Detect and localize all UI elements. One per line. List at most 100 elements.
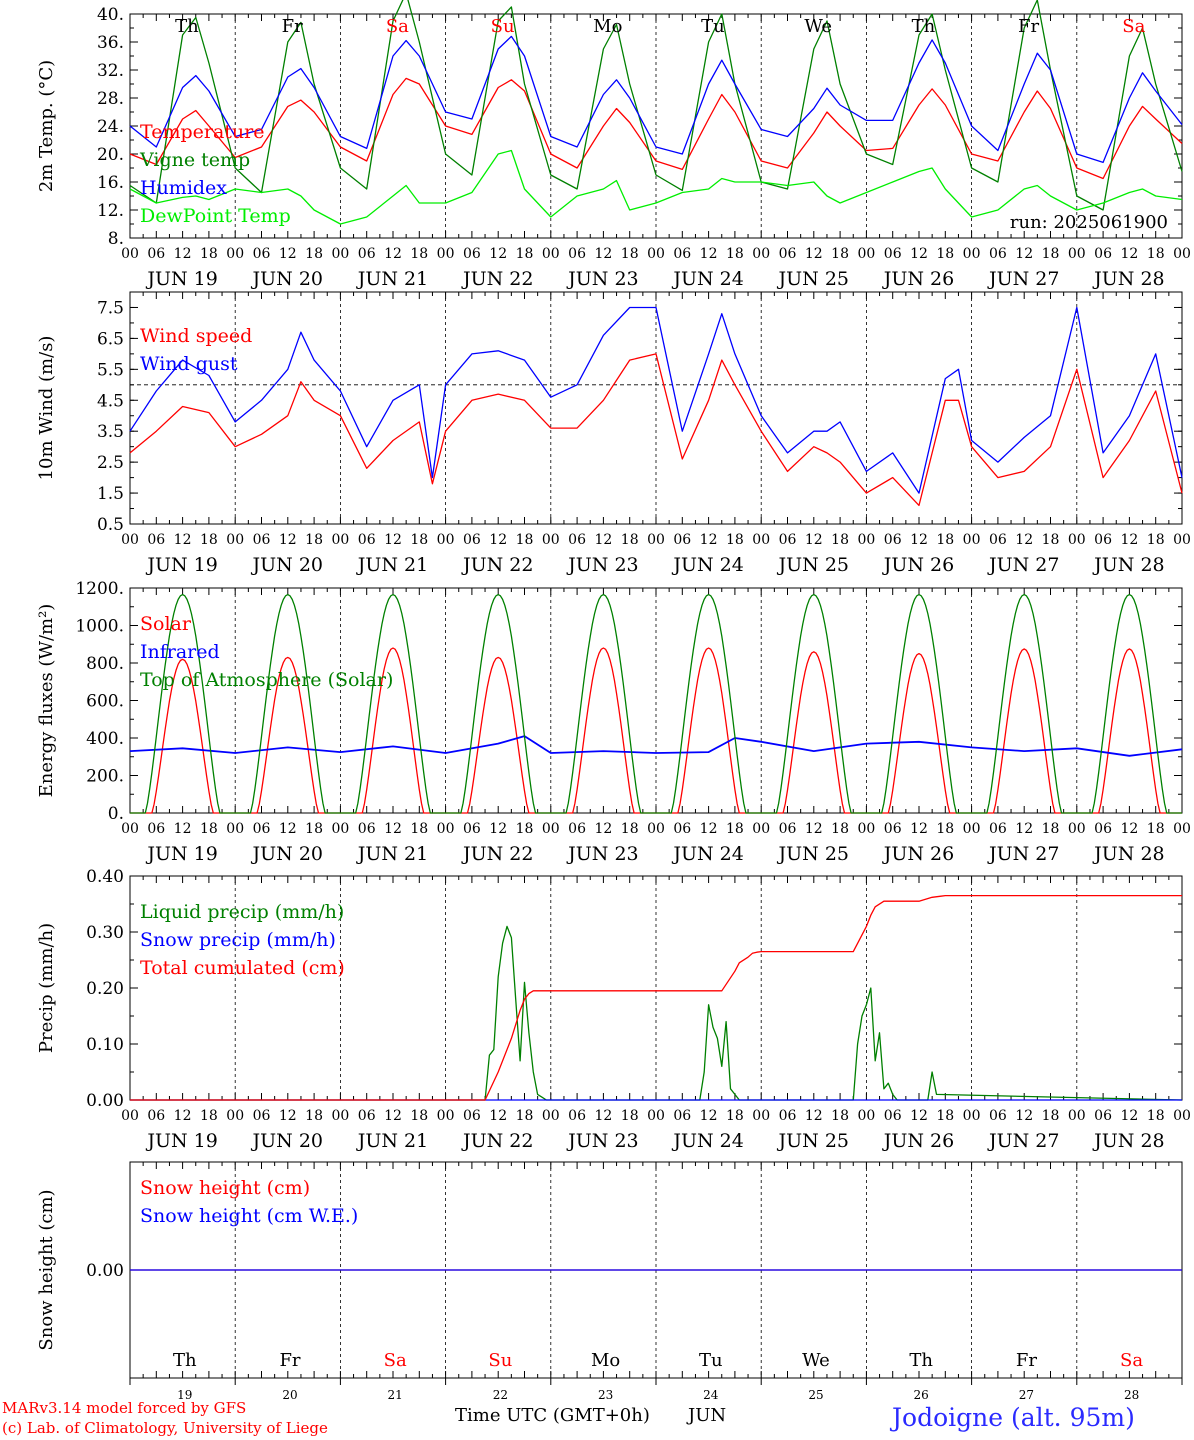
y-tick-label: 200. bbox=[86, 767, 124, 787]
day-number: 24 bbox=[703, 1388, 719, 1402]
hour-label: 06 bbox=[358, 821, 376, 837]
hour-label: 00 bbox=[1173, 532, 1191, 548]
hour-label: 00 bbox=[647, 1108, 665, 1124]
hour-label: 06 bbox=[989, 821, 1007, 837]
y-tick-label: 0.10 bbox=[86, 1035, 124, 1055]
hour-label: 06 bbox=[253, 246, 271, 262]
hour-label: 12 bbox=[700, 821, 718, 837]
weekday-label: Tu bbox=[701, 16, 725, 37]
y-tick-label: 800. bbox=[86, 654, 124, 674]
hour-label: 12 bbox=[279, 246, 297, 262]
day-number: 22 bbox=[493, 1388, 508, 1402]
hour-label: 00 bbox=[437, 246, 455, 262]
weekday-label: Th bbox=[175, 16, 199, 37]
hour-label: 18 bbox=[1042, 246, 1060, 262]
hour-label: 00 bbox=[437, 821, 455, 837]
legend-entry: Total cumulated (cm) bbox=[140, 957, 345, 979]
y-axis-label: Precip (mm/h) bbox=[36, 923, 57, 1053]
legend-entry: Liquid precip (mm/h) bbox=[140, 901, 344, 923]
legend-entry: Snow height (cm) bbox=[140, 1177, 310, 1199]
hour-label: 06 bbox=[673, 246, 691, 262]
weekday-label: We bbox=[802, 1350, 830, 1371]
weekday-label: Su bbox=[491, 16, 515, 37]
date-label: JUN 27 bbox=[987, 554, 1059, 576]
weekday-label: Sa bbox=[384, 1350, 407, 1371]
legend-entry: Solar bbox=[140, 613, 192, 635]
date-label: JUN 23 bbox=[566, 554, 638, 576]
series-line-liquid-precip-mm-h- bbox=[130, 925, 1183, 1101]
hour-label: 18 bbox=[831, 821, 849, 837]
day-number: 27 bbox=[1019, 1388, 1034, 1402]
hour-label: 12 bbox=[805, 821, 823, 837]
y-tick-label: 36. bbox=[97, 33, 124, 53]
hour-label: 18 bbox=[621, 532, 639, 548]
hour-label: 00 bbox=[647, 532, 665, 548]
hour-label: 18 bbox=[305, 246, 323, 262]
hour-label: 18 bbox=[305, 821, 323, 837]
y-tick-label: 0.00 bbox=[86, 1091, 124, 1111]
hour-label: 12 bbox=[700, 1108, 718, 1124]
hour-label: 12 bbox=[910, 532, 928, 548]
hour-label: 06 bbox=[568, 821, 586, 837]
hour-label: 12 bbox=[174, 1108, 192, 1124]
hour-label: 18 bbox=[1147, 821, 1165, 837]
hour-label: 18 bbox=[200, 532, 218, 548]
y-axis-label: 2m Temp. (°C) bbox=[36, 60, 57, 192]
hour-label: 06 bbox=[884, 1108, 902, 1124]
legend-entry: DewPoint Temp bbox=[140, 205, 291, 227]
date-label: JUN 26 bbox=[882, 843, 954, 865]
series-line-top-of-atmosphere-solar- bbox=[130, 593, 1182, 814]
date-label: JUN 28 bbox=[1092, 554, 1164, 576]
y-tick-label: 28. bbox=[97, 89, 124, 109]
date-label: JUN 23 bbox=[566, 1130, 638, 1152]
date-label: JUN 24 bbox=[671, 268, 743, 290]
date-label: JUN 27 bbox=[987, 268, 1059, 290]
weekday-label: Su bbox=[488, 1350, 512, 1371]
hour-label: 12 bbox=[174, 246, 192, 262]
y-axis-label: 10m Wind (m/s) bbox=[36, 336, 57, 481]
date-label: JUN 21 bbox=[356, 554, 428, 576]
hour-label: 06 bbox=[989, 246, 1007, 262]
hour-label: 12 bbox=[1120, 246, 1138, 262]
panel-wind: 0.5 1.5 2.5 3.5 4.5 5.5 6.5 7.5 10m Wind (m/s) Wi… bbox=[36, 291, 1191, 576]
y-tick-label: 20. bbox=[97, 145, 124, 165]
hour-label: 06 bbox=[884, 821, 902, 837]
hour-label: 18 bbox=[831, 1108, 849, 1124]
panel-temperature: 8. 12. 16. 20. 24. 28. 32. 36. 40. 2m Temp. (°C) T… bbox=[36, 0, 1191, 290]
y-tick-label: 0.30 bbox=[86, 923, 124, 943]
day-number: 25 bbox=[808, 1388, 823, 1402]
hour-label: 18 bbox=[1042, 821, 1060, 837]
weekday-label: Mo bbox=[591, 1350, 620, 1371]
weekday-label: Th bbox=[909, 1350, 933, 1371]
hour-label: 12 bbox=[384, 532, 402, 548]
hour-label: 12 bbox=[1120, 532, 1138, 548]
hour-label: 18 bbox=[1147, 532, 1165, 548]
hour-label: 06 bbox=[147, 246, 165, 262]
date-label: JUN 25 bbox=[777, 268, 849, 290]
hour-label: 06 bbox=[989, 532, 1007, 548]
hour-label: 06 bbox=[779, 246, 797, 262]
hour-label: 06 bbox=[884, 532, 902, 548]
date-label: JUN 25 bbox=[777, 554, 849, 576]
y-tick-label: 24. bbox=[97, 117, 124, 137]
date-label: JUN 24 bbox=[671, 1130, 743, 1152]
hour-label: 06 bbox=[358, 532, 376, 548]
date-label: JUN 28 bbox=[1092, 268, 1164, 290]
hour-label: 00 bbox=[331, 532, 349, 548]
hour-label: 12 bbox=[1015, 1108, 1033, 1124]
y-axis-label: Snow height (cm) bbox=[36, 1189, 57, 1350]
hour-label: 00 bbox=[331, 1108, 349, 1124]
y-tick-label: 3.5 bbox=[97, 422, 124, 442]
panel-precip: 0.00 0.10 0.20 0.30 0.40 Precip (mm/h) Liquid … bbox=[36, 867, 1191, 1152]
hour-label: 18 bbox=[410, 532, 428, 548]
hour-label: 12 bbox=[489, 246, 507, 262]
day-number: 19 bbox=[177, 1388, 192, 1402]
hour-label: 12 bbox=[1120, 821, 1138, 837]
y-tick-label: 0.00 bbox=[86, 1261, 124, 1281]
date-label: JUN 20 bbox=[251, 554, 323, 576]
weekday-label: Fr bbox=[1016, 1350, 1037, 1371]
hour-label: 06 bbox=[1094, 1108, 1112, 1124]
hour-label: 00 bbox=[1068, 532, 1086, 548]
hour-label: 06 bbox=[779, 532, 797, 548]
y-tick-label: 40. bbox=[97, 5, 124, 25]
